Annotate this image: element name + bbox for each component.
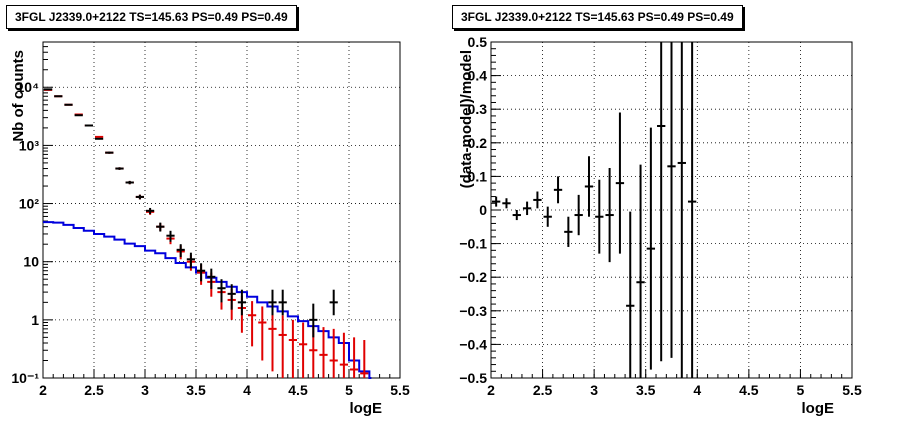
y-tick-label: 10³: [19, 137, 40, 153]
x-tick-label: 5.5: [390, 382, 410, 398]
chart-title-residuals: 3FGL J2339.0+2122 TS=145.63 PS=0.49 PS=0…: [452, 5, 743, 29]
x-tick-label: 5.5: [842, 382, 862, 398]
x-axis-title: logE: [350, 400, 383, 417]
y-axis-title: Nb of counts: [10, 50, 27, 142]
y-tick-label: −0.4: [459, 336, 487, 352]
y-tick-label: −0.5: [459, 370, 487, 386]
y-tick-label: −0.2: [459, 269, 487, 285]
x-axis-title: logE: [802, 400, 835, 417]
y-tick-label: 0: [479, 202, 487, 218]
residuals-panel: 2 2.5 3 3.5 4 4.5 5 5.5 −0.5 −0.4 −0.3 −0.2 −0.1 0 0.1…: [458, 34, 862, 417]
y-tick-label: 10⁻¹: [11, 370, 39, 386]
y-tick-label: −0.1: [459, 236, 487, 252]
counts-panel: 2 2.5 3 3.5 4 4.5 5 5.5 10⁻¹ 1 10 10² 10³ 10⁴ logE Nb o…: [10, 41, 410, 417]
x-tick-label: 4: [243, 382, 251, 398]
x-tick-label: 5: [797, 382, 805, 398]
y-tick-label: 10²: [19, 196, 40, 212]
y-tick-label: 1: [31, 312, 39, 328]
y-axis-title: (data-model)/model: [458, 50, 475, 188]
x-tick-label: 2.5: [84, 382, 104, 398]
x-tick-label: 2: [39, 382, 47, 398]
y-tick-label: 0.2: [468, 135, 488, 151]
x-tick-label: 3: [141, 382, 149, 398]
x-tick-label: 2.5: [533, 382, 553, 398]
x-tick-label: 3: [590, 382, 598, 398]
plot-frame: [42, 41, 401, 379]
x-tick-label: 4.5: [288, 382, 308, 398]
x-tick-label: 3.5: [186, 382, 206, 398]
y-tick-label: −0.3: [459, 303, 487, 319]
x-tick-label: 4: [693, 382, 701, 398]
x-tick-label: 2: [487, 382, 495, 398]
x-tick-label: 4.5: [739, 382, 759, 398]
y-tick-label: 0.1: [468, 168, 488, 184]
x-tick-label: 3.5: [636, 382, 656, 398]
y-tick-label: 0.4: [468, 68, 488, 84]
y-tick-label: 10: [23, 254, 39, 270]
y-tick-label: 0.3: [468, 101, 488, 117]
chart-title-counts: 3FGL J2339.0+2122 TS=145.63 PS=0.49 PS=0…: [6, 5, 297, 29]
x-tick-label: 5: [345, 382, 353, 398]
y-tick-label: 10⁴: [17, 79, 40, 95]
y-tick-label: 0.5: [468, 34, 488, 50]
